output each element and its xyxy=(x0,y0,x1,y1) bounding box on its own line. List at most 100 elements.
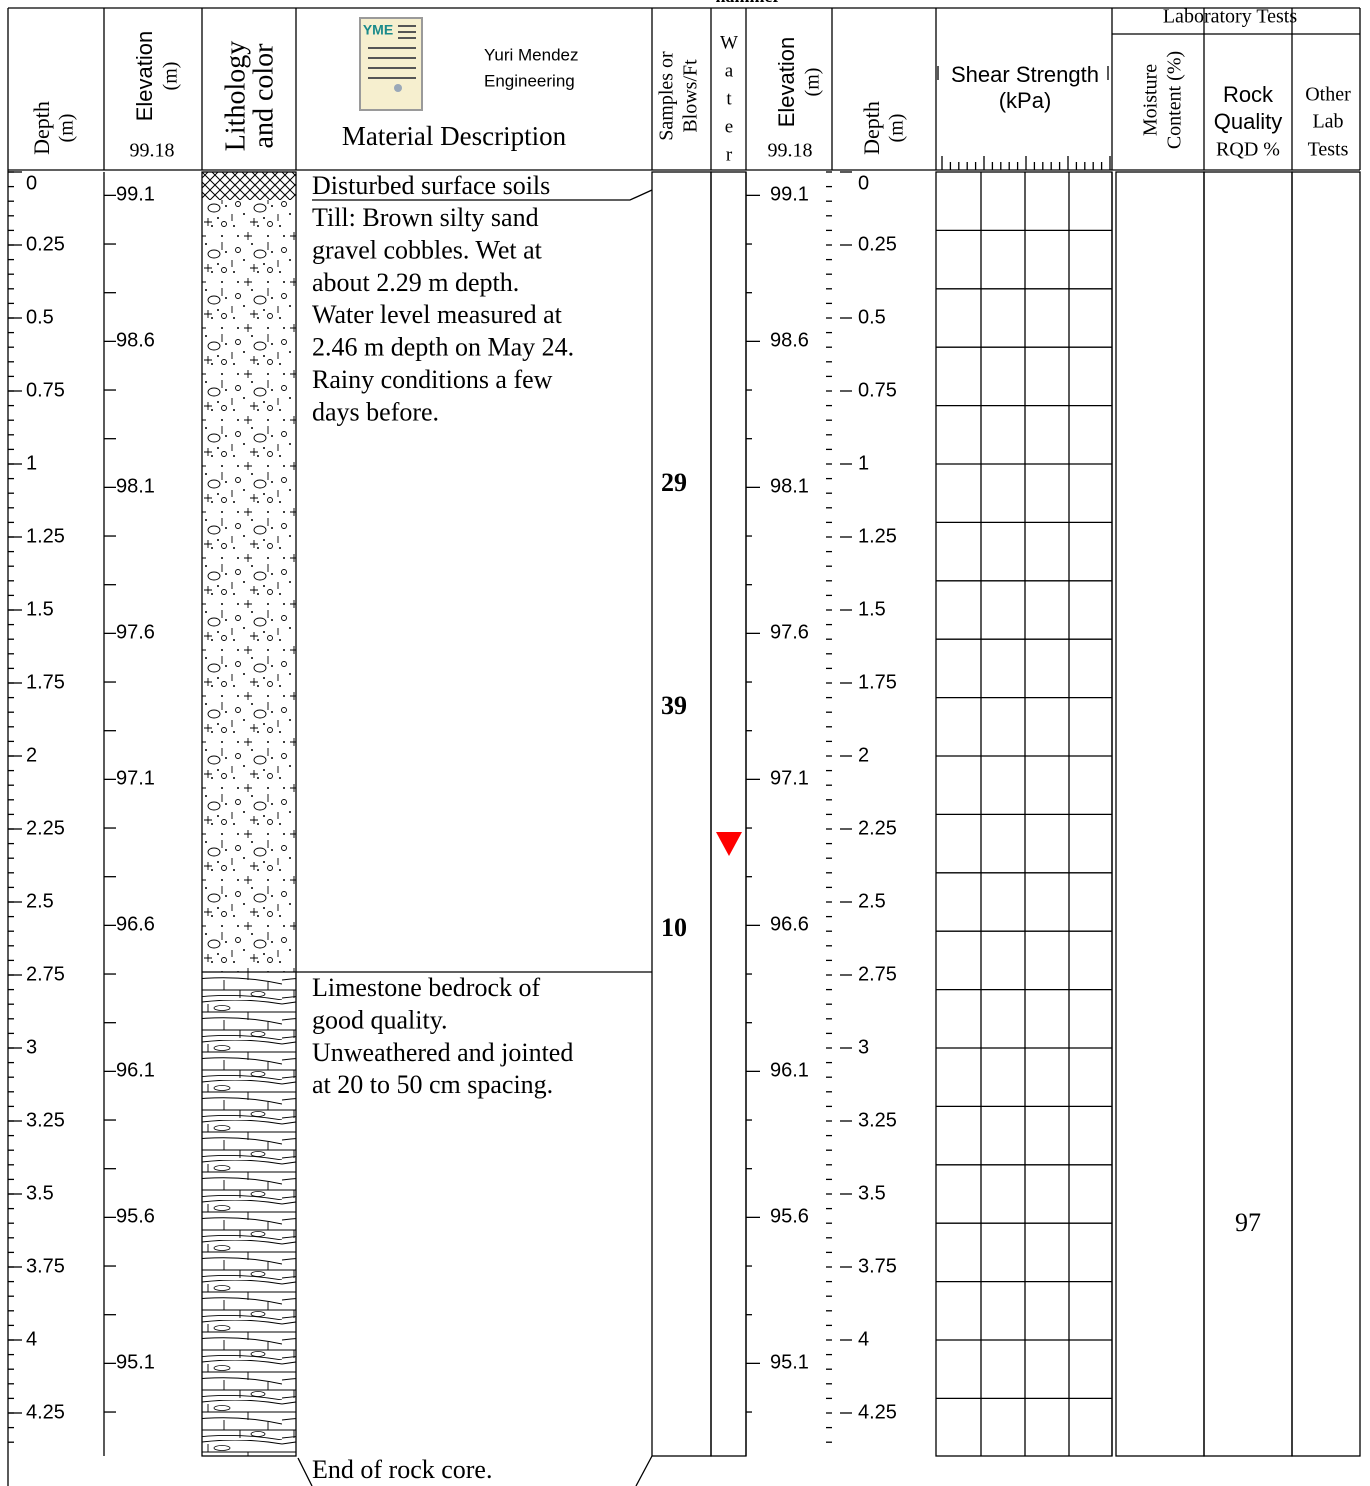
elevation-2-label: 96.6 xyxy=(770,914,809,936)
description-title: Material Description xyxy=(342,121,567,151)
rqd-value: 97 xyxy=(1235,1208,1261,1237)
depth-2-title: Depth xyxy=(859,101,884,155)
elevation-label: 99.1 xyxy=(116,184,155,206)
depth-unit: (m) xyxy=(56,114,78,143)
water-header: Water xyxy=(720,32,738,165)
depth-2-label: 2.5 xyxy=(858,890,886,912)
samples-title: Samples or xyxy=(656,51,678,141)
depth-2-label: 0.5 xyxy=(858,306,886,328)
description-line: Rainy conditions a few xyxy=(312,365,553,394)
depth-2-label: 2.25 xyxy=(858,817,897,839)
shear-title: Shear Strength xyxy=(951,62,1099,87)
company-name: Yuri Mendez xyxy=(484,45,579,64)
description-line: gravel cobbles. Wet at xyxy=(312,235,543,264)
elevation-2-title: Elevation xyxy=(774,37,799,128)
elevation-label: 97.6 xyxy=(116,622,155,644)
samples-title-2: Blows/Ft xyxy=(680,59,702,133)
blow-count: 29 xyxy=(661,468,687,497)
water-level-marker xyxy=(716,832,742,856)
elevation-label: 96.6 xyxy=(116,914,155,936)
depth-label: 0.25 xyxy=(26,233,65,255)
depth-header: Depth (m) xyxy=(29,101,78,155)
rqd-column xyxy=(1203,171,1293,1457)
elevation-label: 96.1 xyxy=(116,1060,155,1082)
depth-label: 2 xyxy=(26,744,37,766)
depth-2-label: 3.75 xyxy=(858,1255,897,1277)
other-title-2: Lab xyxy=(1312,111,1343,133)
elevation-2-header: Elevation (m) xyxy=(774,37,824,128)
depth-2-label: 4 xyxy=(858,1328,869,1350)
depth-label: 1.25 xyxy=(26,525,65,547)
depth-2-label: 1 xyxy=(858,452,869,474)
logo-seal xyxy=(394,84,402,92)
moisture-column xyxy=(1115,171,1205,1457)
elevation-2-unit: (m) xyxy=(802,68,824,97)
other-title: Other xyxy=(1305,84,1351,106)
shear-scale xyxy=(941,156,1111,170)
elevation-unit: (m) xyxy=(160,62,182,91)
end-bracket xyxy=(635,1455,653,1486)
elevation-2-label: 98.1 xyxy=(770,476,809,498)
depth-2-label: 1.5 xyxy=(858,598,886,620)
description-line: Disturbed surface soils xyxy=(312,171,550,200)
depth-title: Depth xyxy=(29,101,54,155)
water-letter: W xyxy=(720,32,738,53)
end-bracket xyxy=(297,1457,313,1486)
moisture-header: Moisture Content (%) xyxy=(1140,51,1186,149)
company-name-2: Engineering xyxy=(484,71,575,90)
limestone-pattern xyxy=(202,972,296,1456)
description-line: days before. xyxy=(312,397,439,426)
depth-2-unit: (m) xyxy=(886,114,908,143)
other-column xyxy=(1291,171,1361,1457)
lab-title: Laboratory Tests xyxy=(1163,6,1298,28)
rqd-title-2: Quality xyxy=(1214,109,1282,134)
depth-2-header: Depth (m) xyxy=(859,101,908,155)
depth-label: 3.5 xyxy=(26,1182,54,1204)
depth-2-label: 3.5 xyxy=(858,1182,886,1204)
depth-label: 0.75 xyxy=(26,379,65,401)
rqd-title-3: RQD % xyxy=(1216,139,1280,161)
elevation-2-label: 96.1 xyxy=(770,1060,809,1082)
depth-2-label: 1.25 xyxy=(858,525,897,547)
rqd-title: Rock xyxy=(1223,82,1274,107)
elevation-label: 95.6 xyxy=(116,1206,155,1228)
lithology-column xyxy=(201,171,297,1457)
blow-count: 10 xyxy=(661,913,687,942)
water-letter: a xyxy=(725,60,734,81)
water-letter: t xyxy=(726,88,732,109)
depth-label: 2.5 xyxy=(26,890,54,912)
depth-label: 4 xyxy=(26,1328,37,1350)
depth-label: 2.25 xyxy=(26,817,65,839)
description-line: at 20 to 50 cm spacing. xyxy=(312,1070,553,1099)
elevation-title: Elevation xyxy=(132,31,157,122)
ground-elevation-2: 99.18 xyxy=(768,140,813,162)
depth-label: 1.5 xyxy=(26,598,54,620)
other-title-3: Tests xyxy=(1308,139,1349,161)
elevation-2-label: 97.6 xyxy=(770,622,809,644)
description-line: Water level measured at xyxy=(312,300,563,329)
depth-2-label: 0.25 xyxy=(858,233,897,255)
depth-label: 1.75 xyxy=(26,671,65,693)
lithology-title: Lithology xyxy=(220,41,251,151)
depth-2-label: 3 xyxy=(858,1036,869,1058)
blow-count: 39 xyxy=(661,691,687,720)
water-letter: e xyxy=(725,116,733,137)
top-note: hammer xyxy=(716,0,781,6)
samples-header: Samples or Blows/Ft xyxy=(656,51,702,141)
depth-label: 3.25 xyxy=(26,1109,65,1131)
description-line: about 2.29 m depth. xyxy=(312,268,519,297)
depth-2-label: 2.75 xyxy=(858,963,897,985)
samples-column xyxy=(651,171,712,1457)
elevation-2-label: 97.1 xyxy=(770,768,809,790)
depth-2-label: 4.25 xyxy=(858,1401,897,1423)
logo-frame xyxy=(359,17,423,111)
logo-text: YME xyxy=(363,22,393,38)
depth-2-label: 0.75 xyxy=(858,379,897,401)
logo: YME xyxy=(359,17,423,111)
elevation-header: Elevation (m) xyxy=(132,31,182,122)
depth-label: 2.75 xyxy=(26,963,65,985)
description-divider xyxy=(312,189,653,201)
depth-2-label: 3.25 xyxy=(858,1109,897,1131)
